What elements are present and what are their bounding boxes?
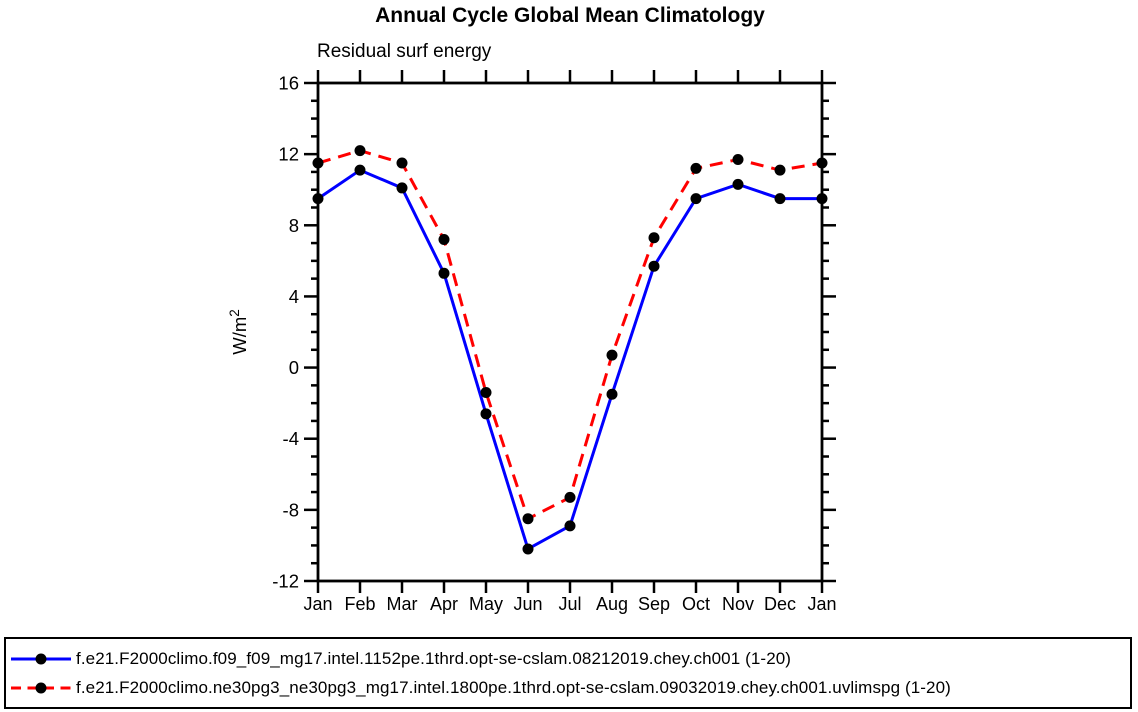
data-point-marker xyxy=(690,162,702,174)
chart-title: Annual Cycle Global Mean Climatology xyxy=(375,4,765,27)
data-point-marker xyxy=(312,157,324,169)
y-axis-tick-label: 0 xyxy=(289,357,299,378)
data-point-marker xyxy=(732,153,744,165)
data-point-marker xyxy=(480,408,492,420)
x-axis-tick-label: Jan xyxy=(807,594,836,614)
data-point-marker xyxy=(606,349,618,361)
y-axis-tick-label: 4 xyxy=(289,286,299,307)
legend-label: f.e21.F2000climo.f09_f09_mg17.intel.1152… xyxy=(76,648,792,668)
data-point-marker xyxy=(522,513,534,525)
legend-box: f.e21.F2000climo.f09_f09_mg17.intel.1152… xyxy=(4,637,1132,709)
x-axis-tick-label: Apr xyxy=(430,594,458,614)
y-axis-tick-label: 16 xyxy=(278,73,299,94)
y-axis-tick-label: -4 xyxy=(283,428,299,449)
data-point-marker xyxy=(354,164,366,176)
legend-entry: f.e21.F2000climo.f09_f09_mg17.intel.1152… xyxy=(9,646,1130,672)
chart-subtitle: Residual surf energy xyxy=(317,41,492,62)
legend-sample-marker xyxy=(35,682,47,693)
data-point-marker xyxy=(312,193,324,205)
x-axis-tick-label: Dec xyxy=(764,594,796,614)
data-point-marker xyxy=(732,178,744,190)
legend-entry: f.e21.F2000climo.ne30pg3_ne30pg3_mg17.in… xyxy=(9,675,1130,701)
y-axis-tick-label: 8 xyxy=(289,215,299,236)
x-axis-tick-label: Mar xyxy=(387,594,418,614)
x-axis-tick-label: Oct xyxy=(682,594,710,614)
x-axis-tick-label: May xyxy=(469,594,503,614)
data-point-marker xyxy=(480,386,492,398)
legend-label: f.e21.F2000climo.ne30pg3_ne30pg3_mg17.in… xyxy=(76,677,951,697)
y-axis-label: W/m2 xyxy=(227,309,250,355)
x-axis-tick-label: Jun xyxy=(513,594,542,614)
plot-area: -12 -8 -4 0 4 8 12 16 Jan Feb Mar Apr May Jun Jul Aug Se… xyxy=(227,70,837,614)
plot-frame xyxy=(316,81,824,583)
x-axis-tick-label: Feb xyxy=(344,594,375,614)
data-point-marker xyxy=(690,193,702,205)
data-point-marker xyxy=(438,267,450,279)
x-axis-tick-label: Jan xyxy=(303,594,332,614)
data-point-marker xyxy=(564,520,576,532)
x-axis-tick-label: Aug xyxy=(596,594,628,614)
data-point-marker xyxy=(564,491,576,503)
data-point-marker xyxy=(522,543,534,555)
legend-sample-marker xyxy=(35,653,47,664)
series-line-1 xyxy=(317,149,823,521)
data-point-marker xyxy=(396,157,408,169)
data-point-marker xyxy=(606,388,618,400)
data-point-marker xyxy=(438,234,450,246)
data-point-marker xyxy=(816,193,828,205)
data-point-marker xyxy=(648,232,660,244)
y-axis-tick-label: 12 xyxy=(278,144,299,165)
y-axis-tick-label: -8 xyxy=(283,499,299,520)
data-point-marker xyxy=(648,260,660,272)
data-point-marker xyxy=(774,193,786,205)
x-axis-tick-label: Nov xyxy=(722,594,754,614)
data-point-marker xyxy=(354,145,366,157)
data-point-marker xyxy=(396,182,408,194)
data-point-marker xyxy=(774,164,786,176)
data-point-marker xyxy=(816,157,828,169)
x-axis-tick-label: Jul xyxy=(558,594,581,614)
legend-line-sample-dashed xyxy=(11,682,71,693)
y-axis-tick-label: -12 xyxy=(272,571,299,592)
x-axis-tick-label: Sep xyxy=(638,594,670,614)
legend-line-sample-solid xyxy=(11,653,71,664)
